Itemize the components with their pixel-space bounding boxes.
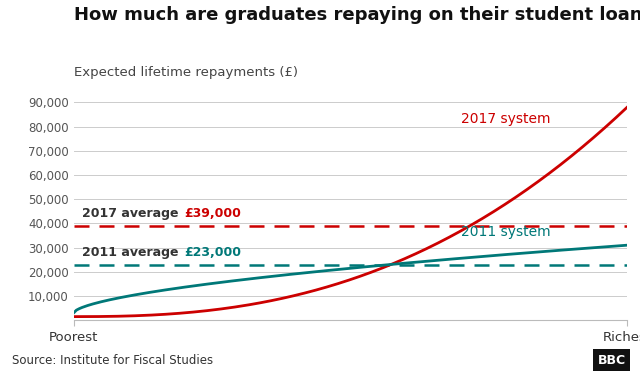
Text: 2017 average: 2017 average	[82, 207, 183, 221]
Text: 2011 system: 2011 system	[461, 225, 551, 239]
Text: Expected lifetime repayments (£): Expected lifetime repayments (£)	[74, 66, 298, 79]
Text: BBC: BBC	[598, 354, 626, 366]
Text: 2011 average: 2011 average	[82, 246, 183, 259]
Text: Source: Institute for Fiscal Studies: Source: Institute for Fiscal Studies	[12, 354, 212, 366]
Text: £23,000: £23,000	[184, 246, 241, 259]
Text: 2017 system: 2017 system	[461, 112, 550, 126]
Text: How much are graduates repaying on their student loans?: How much are graduates repaying on their…	[74, 6, 640, 23]
Text: £39,000: £39,000	[184, 207, 241, 221]
